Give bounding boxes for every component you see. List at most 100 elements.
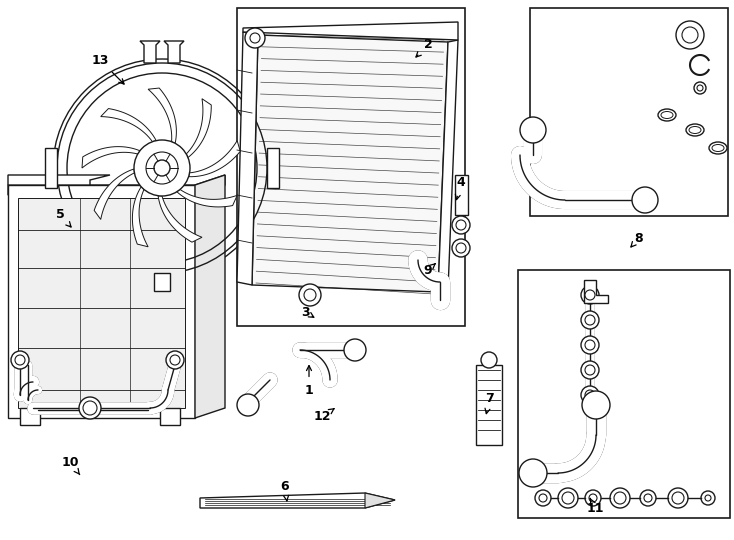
Text: 11: 11 [586,498,604,515]
Circle shape [610,488,630,508]
Circle shape [481,352,497,368]
Circle shape [166,351,184,369]
Polygon shape [158,195,202,242]
Polygon shape [195,175,225,418]
Circle shape [146,152,178,184]
Circle shape [154,160,170,176]
Text: 8: 8 [631,232,643,247]
Circle shape [581,386,599,404]
Circle shape [644,494,652,502]
Polygon shape [8,185,195,418]
Circle shape [705,495,711,501]
Bar [530,8,728,216]
Ellipse shape [686,124,704,136]
Polygon shape [584,280,608,303]
Text: 13: 13 [91,53,124,84]
Polygon shape [177,190,237,207]
Text: 12: 12 [313,409,334,423]
Circle shape [585,365,595,375]
Circle shape [697,85,703,91]
Polygon shape [243,22,458,40]
Circle shape [562,492,574,504]
Polygon shape [101,109,156,141]
Circle shape [11,351,29,369]
Polygon shape [148,88,176,143]
Circle shape [237,394,259,416]
Polygon shape [267,148,279,188]
Circle shape [535,490,551,506]
Polygon shape [45,148,57,188]
Ellipse shape [712,145,724,152]
Text: 2: 2 [416,38,432,57]
Circle shape [581,361,599,379]
Circle shape [676,21,704,49]
Circle shape [83,401,97,415]
Ellipse shape [689,126,701,133]
Circle shape [456,220,466,230]
Circle shape [344,339,366,361]
Polygon shape [438,40,458,292]
Circle shape [640,490,656,506]
Circle shape [585,340,595,350]
Polygon shape [189,140,240,177]
Circle shape [585,290,595,300]
Polygon shape [455,175,468,215]
Polygon shape [154,273,170,291]
Circle shape [582,391,610,419]
Circle shape [632,187,658,213]
Polygon shape [8,175,110,185]
Circle shape [585,490,601,506]
Polygon shape [8,175,225,195]
Text: 3: 3 [301,306,314,319]
Circle shape [304,289,316,301]
Circle shape [581,286,599,304]
Circle shape [245,28,265,48]
Circle shape [668,488,688,508]
Polygon shape [164,41,184,63]
Text: 4: 4 [455,177,465,200]
Circle shape [701,491,715,505]
Circle shape [520,117,546,143]
Circle shape [682,27,698,43]
Polygon shape [18,198,185,408]
Polygon shape [200,493,395,508]
Circle shape [250,33,260,43]
Circle shape [456,243,466,253]
Circle shape [585,315,595,325]
Circle shape [299,284,321,306]
Text: 1: 1 [305,366,313,396]
Circle shape [581,336,599,354]
Circle shape [452,216,470,234]
Circle shape [452,239,470,257]
Text: 6: 6 [280,481,289,501]
Polygon shape [365,493,395,508]
Circle shape [694,82,706,94]
Circle shape [672,492,684,504]
Polygon shape [20,408,40,425]
Polygon shape [237,32,258,285]
Circle shape [614,492,626,504]
Circle shape [170,355,180,365]
Circle shape [558,488,578,508]
Circle shape [581,311,599,329]
Polygon shape [82,147,140,168]
Polygon shape [252,35,448,292]
Text: 10: 10 [61,456,80,475]
Polygon shape [476,365,502,445]
Bar [237,8,465,326]
Circle shape [15,355,25,365]
Circle shape [539,494,547,502]
Bar [518,270,730,518]
Polygon shape [140,41,160,63]
Polygon shape [186,99,211,158]
Ellipse shape [709,142,727,154]
Circle shape [585,390,595,400]
Text: 7: 7 [485,392,495,414]
Text: 9: 9 [424,264,435,276]
Text: 5: 5 [56,208,71,227]
Circle shape [79,397,101,419]
Polygon shape [132,187,148,247]
Circle shape [134,140,190,196]
Circle shape [519,459,547,487]
Ellipse shape [661,111,673,118]
